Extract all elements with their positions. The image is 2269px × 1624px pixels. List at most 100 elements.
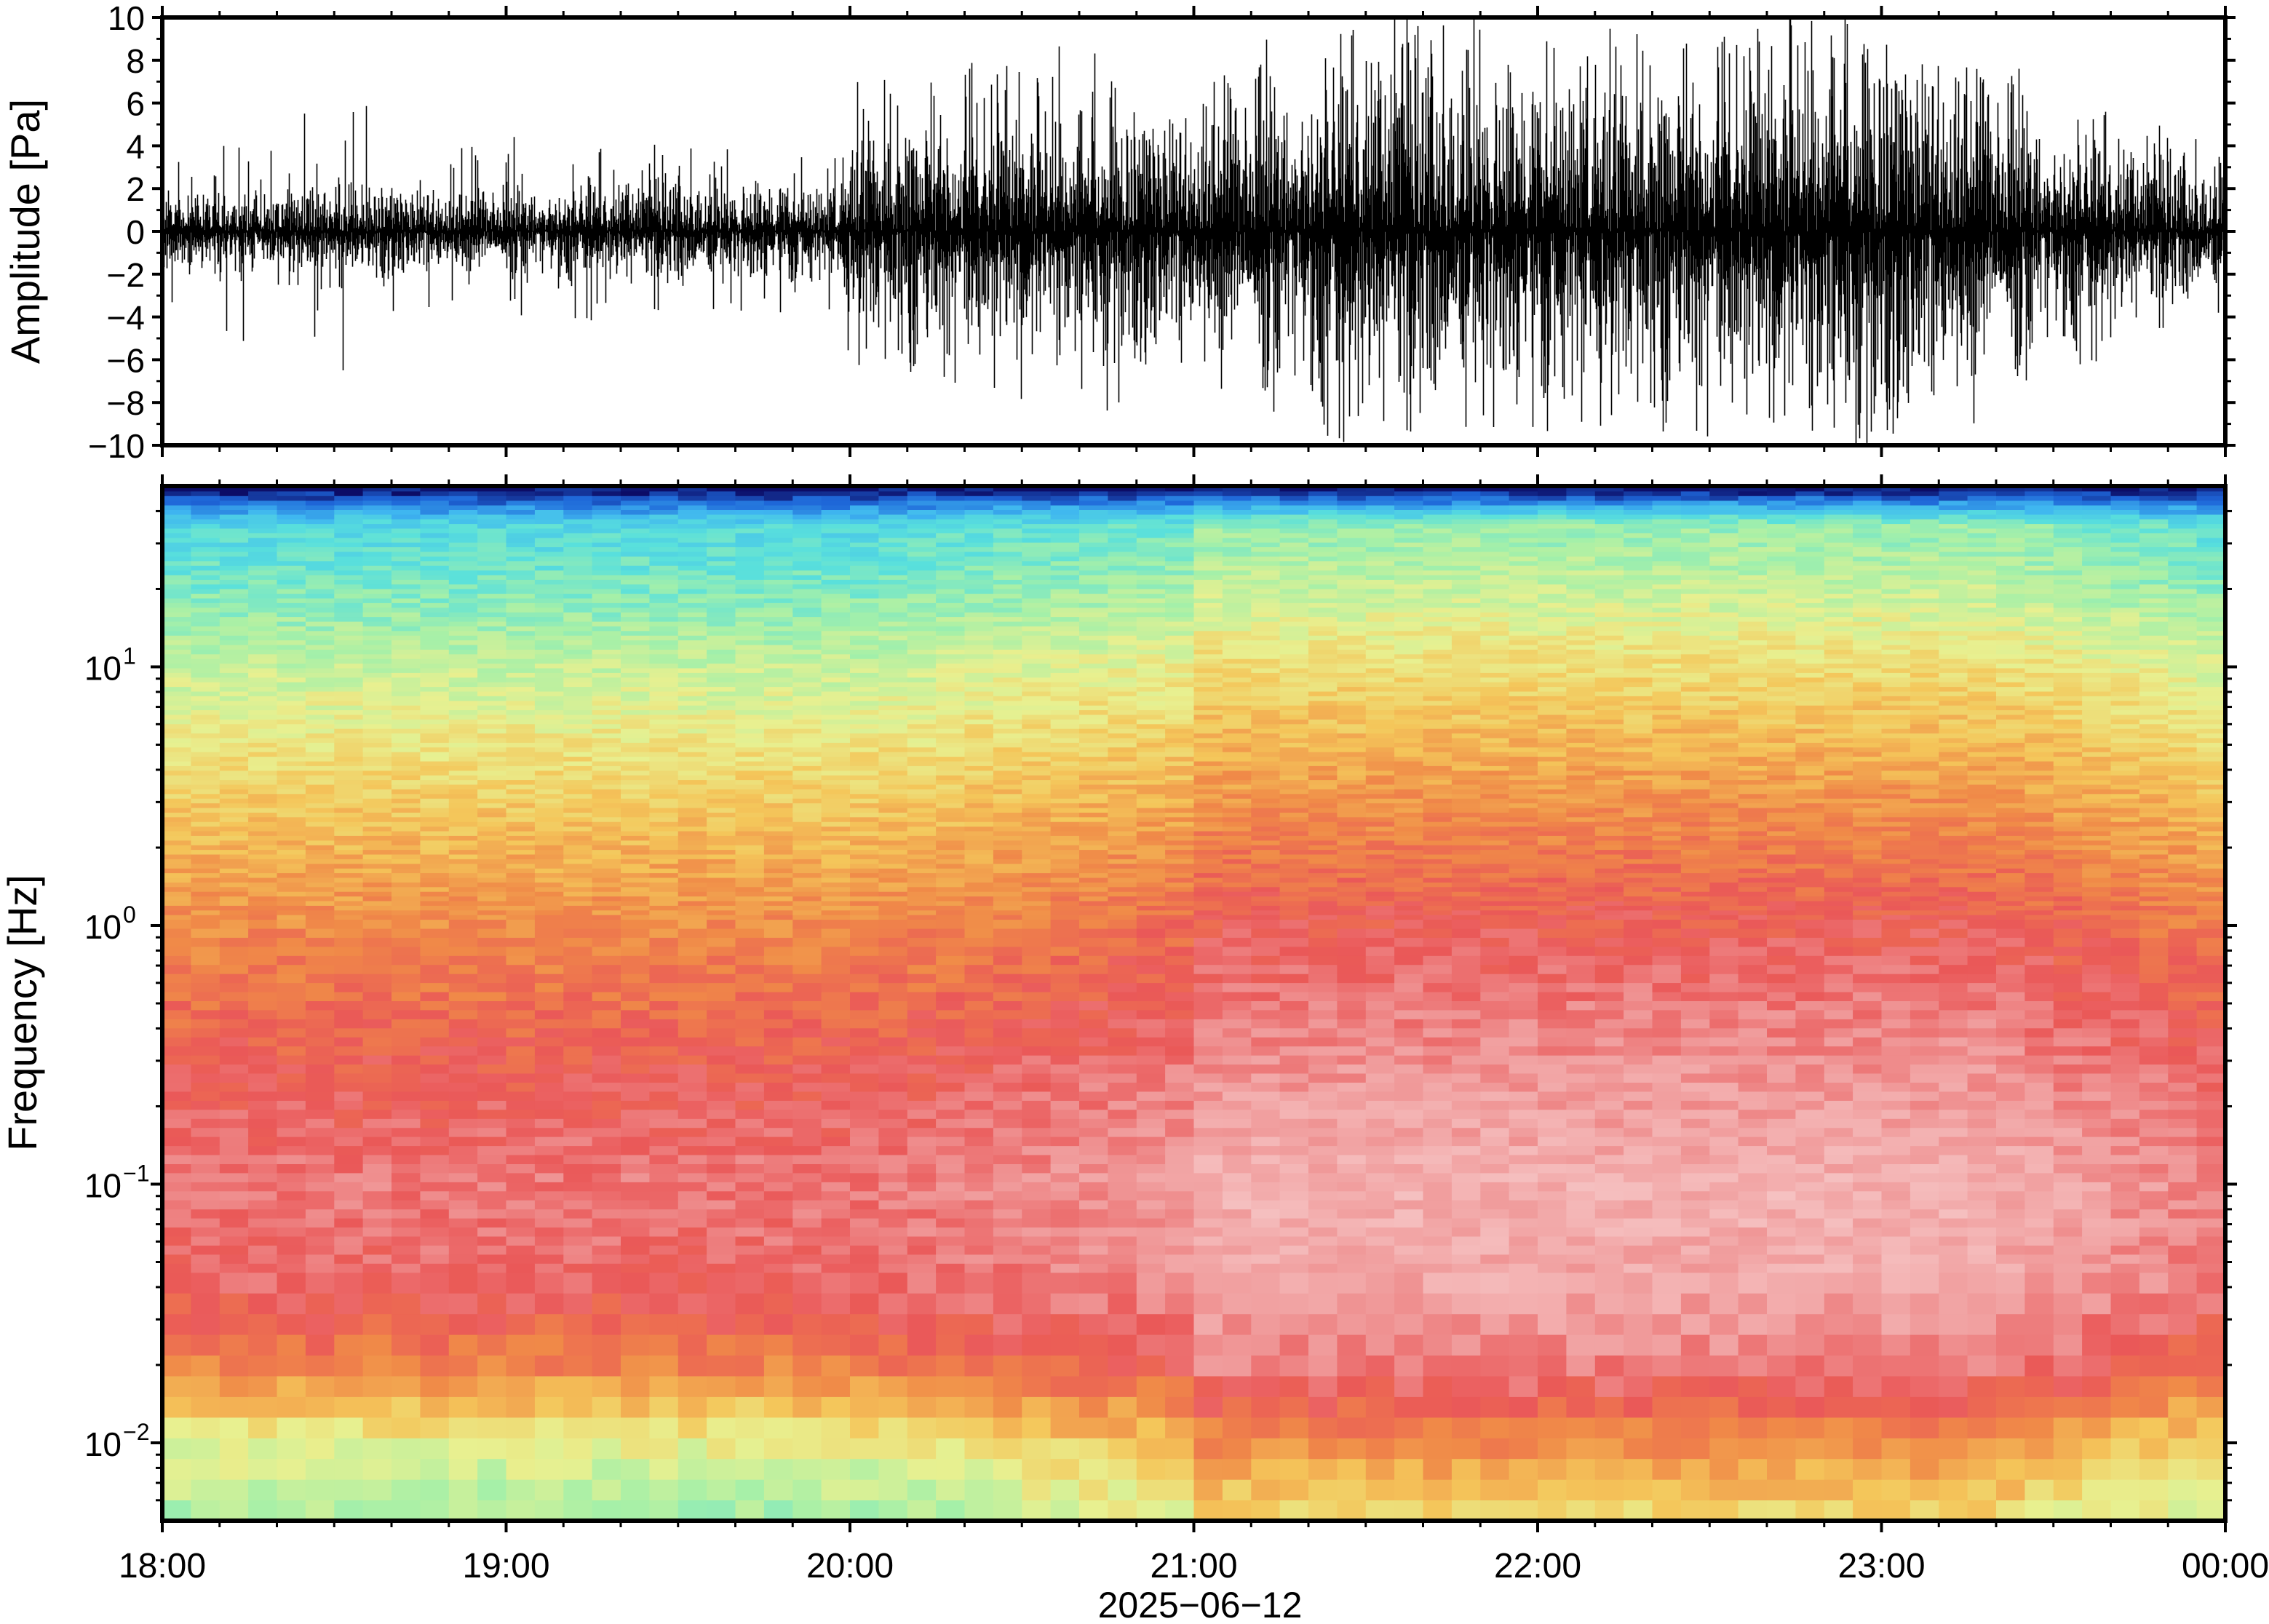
spectrogram-cell bbox=[563, 700, 593, 706]
spectrogram-cell bbox=[420, 1182, 450, 1192]
spectrogram-cell bbox=[362, 919, 392, 929]
spectrogram-cell bbox=[707, 565, 736, 571]
spectrogram-cell bbox=[162, 602, 191, 608]
spectrogram-cell bbox=[792, 900, 822, 906]
spectrogram-cell bbox=[362, 937, 392, 947]
spectrogram-cell bbox=[420, 793, 450, 799]
spectrogram-cell bbox=[993, 765, 1022, 771]
spectrogram-cell bbox=[563, 868, 593, 874]
spectrogram-cell bbox=[735, 612, 765, 618]
spectrogram-cell bbox=[792, 705, 822, 711]
spectrogram-cell bbox=[248, 686, 278, 692]
spectrogram-cell bbox=[677, 807, 707, 813]
spectrogram-cell bbox=[277, 1000, 306, 1011]
spectrogram-cell bbox=[420, 789, 450, 795]
spectrogram-cell bbox=[162, 495, 191, 501]
spectrogram-cell bbox=[993, 793, 1022, 799]
spectrogram-cell bbox=[677, 1137, 707, 1147]
spectrogram-cell bbox=[821, 1272, 851, 1294]
spectrogram-cell bbox=[392, 816, 421, 822]
spectrogram-cell bbox=[763, 840, 793, 845]
spectrogram-cell bbox=[964, 784, 994, 789]
spectrogram-cell bbox=[735, 593, 765, 599]
spectrogram-cell bbox=[850, 719, 879, 725]
spectrogram-cell bbox=[477, 849, 507, 855]
spectrogram-cell bbox=[248, 672, 278, 678]
spectrogram-cell bbox=[305, 1009, 335, 1019]
spectrogram-cell bbox=[420, 537, 450, 543]
spectrogram-cell bbox=[392, 602, 421, 608]
spectrogram-cell bbox=[936, 597, 966, 603]
spectrogram-cell bbox=[1022, 1082, 1052, 1092]
spectrogram-cell bbox=[162, 490, 191, 496]
spectrogram-cell bbox=[936, 789, 966, 795]
spectrogram-cell bbox=[392, 589, 421, 594]
spectrogram-cell bbox=[392, 747, 421, 752]
spectrogram-cell bbox=[1022, 1375, 1052, 1397]
spectrogram-cell bbox=[821, 700, 851, 706]
spectrogram-cell bbox=[477, 733, 507, 739]
spectrogram-cell bbox=[993, 663, 1022, 669]
spectrogram-cell bbox=[878, 891, 908, 897]
spectrogram-cell bbox=[248, 690, 278, 696]
spectrogram-cell bbox=[277, 1334, 306, 1356]
spectrogram-cell bbox=[792, 658, 822, 664]
spectrogram-cell bbox=[191, 1137, 220, 1147]
spectrogram-cell bbox=[735, 974, 765, 984]
spectrogram-cell bbox=[735, 1417, 765, 1438]
spectrogram-cell bbox=[191, 859, 220, 864]
spectrogram-cell bbox=[792, 1190, 822, 1201]
spectrogram-cell bbox=[964, 523, 994, 529]
spectrogram-cell bbox=[792, 542, 822, 548]
spectrogram-cell bbox=[1050, 593, 1080, 599]
spectrogram-cell bbox=[763, 570, 793, 576]
spectrogram-cell bbox=[964, 915, 994, 920]
spectrogram-cell bbox=[592, 1417, 621, 1438]
spectrogram-cell bbox=[534, 551, 564, 557]
spectrogram-cell bbox=[707, 584, 736, 589]
spectrogram-cell bbox=[707, 784, 736, 789]
spectrogram-cell bbox=[219, 1037, 249, 1047]
spectrogram-cell bbox=[277, 519, 306, 525]
spectrogram-cell bbox=[821, 770, 851, 776]
spectrogram-cell bbox=[162, 955, 191, 966]
spectrogram-cell bbox=[534, 705, 564, 711]
spectrogram-cell bbox=[936, 803, 966, 808]
spectrogram-cell bbox=[735, 546, 765, 552]
spectrogram-cell bbox=[621, 528, 650, 533]
spectrogram-cell bbox=[277, 546, 306, 552]
spectrogram-cell bbox=[792, 574, 822, 580]
spectrogram-cell bbox=[1079, 635, 1108, 641]
spectrogram-cell bbox=[506, 523, 536, 529]
spectrogram-cell bbox=[420, 840, 450, 845]
spectrogram-cell bbox=[362, 1293, 392, 1315]
spectrogram-cell bbox=[821, 663, 851, 669]
spectrogram-cell bbox=[506, 1137, 536, 1147]
spectrogram-cell bbox=[477, 565, 507, 571]
spectrogram-cell bbox=[993, 519, 1022, 525]
spectrogram-cell bbox=[878, 644, 908, 650]
spectrogram-cell bbox=[362, 1009, 392, 1019]
spectrogram-cell bbox=[162, 756, 191, 762]
spectrogram-cell bbox=[850, 1127, 879, 1137]
spectrogram-cell bbox=[1108, 1137, 1137, 1147]
spectrogram-cell bbox=[477, 853, 507, 859]
spectrogram-cell bbox=[763, 714, 793, 720]
spectrogram-cell bbox=[248, 626, 278, 632]
spectrogram-cell bbox=[392, 1218, 421, 1228]
spectrogram-cell bbox=[305, 658, 335, 664]
spectrogram-cell bbox=[506, 500, 536, 506]
spectrogram-cell bbox=[707, 486, 736, 492]
spectrogram-cell bbox=[305, 653, 335, 659]
spectrogram-cell bbox=[362, 514, 392, 520]
spectrogram-cell bbox=[735, 1500, 765, 1521]
spectrogram-cell bbox=[362, 593, 392, 599]
spectrogram-cell bbox=[1079, 1334, 1108, 1356]
spectrogram-cells bbox=[162, 486, 2226, 1521]
spectrogram-cell bbox=[792, 807, 822, 813]
spectrogram-cell bbox=[362, 1263, 392, 1273]
spectrogram-cell bbox=[534, 700, 564, 706]
spectrogram-cell bbox=[534, 1396, 564, 1418]
spectrogram-cell bbox=[420, 616, 450, 622]
spectrogram-cell bbox=[362, 793, 392, 799]
